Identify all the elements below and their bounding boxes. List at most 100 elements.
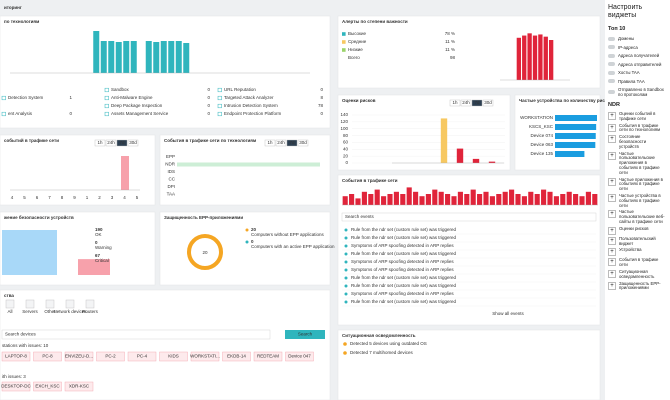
bar <box>153 42 160 73</box>
toggle-row[interactable]: Адреса отправителей <box>608 62 667 67</box>
add-row[interactable]: + Ситуационная осведомленность <box>608 269 667 280</box>
legend-swatch <box>342 48 346 52</box>
label: Detected 7 multihomed devices <box>350 350 414 355</box>
add-row[interactable]: + Устройства <box>608 247 667 257</box>
filter-icon[interactable] <box>65 299 75 309</box>
device-tag[interactable] <box>127 351 157 362</box>
device-tag[interactable] <box>222 351 251 362</box>
bar <box>573 194 579 205</box>
checkbox[interactable] <box>104 103 109 109</box>
period-button[interactable] <box>105 139 117 147</box>
add-icon: + <box>608 135 616 144</box>
add-row[interactable]: + Частые приложения в событиях в трафике … <box>608 176 667 192</box>
search-input[interactable] <box>1 329 271 340</box>
add-icon: + <box>608 112 616 120</box>
add-label: Частые пользовательские веб-сайты в траф… <box>619 209 665 224</box>
bar <box>355 198 361 205</box>
device-tag[interactable] <box>253 351 283 362</box>
checkbox[interactable] <box>217 103 222 109</box>
period-button[interactable] <box>460 99 472 107</box>
bar <box>440 118 448 163</box>
device-tag[interactable] <box>1 381 31 392</box>
toggle-label: Отправлено в Sandbox по протоколам <box>618 87 664 97</box>
label: IDS <box>167 169 175 174</box>
legend-swatch <box>342 32 346 36</box>
device-tag[interactable] <box>96 351 125 362</box>
label: KIDS <box>168 354 179 359</box>
search-input[interactable] <box>341 212 597 222</box>
bar <box>538 34 543 80</box>
label: 0 <box>207 111 210 116</box>
period-button[interactable] <box>94 139 106 147</box>
add-row[interactable]: + Пользовательский виджет <box>608 236 667 247</box>
add-row[interactable]: + Частые пользовательские приложения в со… <box>608 151 667 176</box>
add-row[interactable]: + Защищенность EPP-приложениями <box>608 281 667 292</box>
label: Anti-Malware Engine <box>111 95 153 100</box>
label: REDTEAM <box>257 354 279 359</box>
period-button[interactable] <box>275 139 287 147</box>
period-button[interactable] <box>482 99 494 107</box>
period-button[interactable] <box>127 139 139 147</box>
toggle-row[interactable]: Хосты TAA <box>608 70 667 75</box>
add-row[interactable]: + Частые пользовательские веб-сайты в тра… <box>608 209 667 224</box>
checkbox[interactable] <box>1 111 6 117</box>
filter-icon[interactable] <box>85 299 95 309</box>
label: Detected 5 devices using outdated OS <box>350 341 427 346</box>
event-icon <box>344 252 348 256</box>
add-icon: + <box>608 281 616 290</box>
bar <box>522 35 527 80</box>
bar <box>532 35 538 80</box>
checkbox[interactable] <box>217 111 222 117</box>
filter-icon[interactable] <box>5 299 15 309</box>
add-label: Состояние безопасности устройств <box>619 134 647 149</box>
device-tag[interactable] <box>33 351 62 362</box>
checkbox[interactable] <box>217 95 222 101</box>
toggle-row[interactable]: Отправлено в Sandbox по протоколам <box>608 87 667 97</box>
add-icon: + <box>608 248 616 257</box>
add-row[interactable]: + Оценки событий в трафике сети <box>608 111 667 122</box>
label: 2 <box>98 195 101 200</box>
add-row[interactable]: + События в трафике сети по технологиям <box>608 123 667 134</box>
period-button[interactable] <box>471 99 483 107</box>
device-tag[interactable] <box>64 381 94 392</box>
period-button[interactable] <box>297 139 309 147</box>
add-icon: + <box>608 210 616 219</box>
add-label: Частые приложения в событиях в трафике с… <box>619 176 663 192</box>
add-row[interactable]: + Частые устройства в событиях в трафике … <box>608 193 667 208</box>
period-button[interactable] <box>264 139 276 147</box>
add-row[interactable]: + Состояние безопасности устройств <box>608 134 667 149</box>
widget-title: жение безопасности устройств <box>3 214 74 220</box>
bar <box>516 37 521 80</box>
add-row[interactable]: + События в трафике сети <box>608 258 667 268</box>
device-tag[interactable] <box>1 351 31 362</box>
toggle-row[interactable]: Правила TAA <box>608 79 667 84</box>
toggle-row[interactable]: IP-адреса <box>608 45 667 50</box>
label: WORKSTATION <box>520 115 553 120</box>
add-row[interactable]: + Оценки рисков <box>608 226 667 235</box>
widget <box>0 289 331 400</box>
filter-icon[interactable] <box>25 299 35 309</box>
checkbox[interactable] <box>104 111 109 117</box>
label: 1 <box>69 95 72 100</box>
device-tag[interactable] <box>285 351 314 362</box>
label: Device 047 <box>288 354 311 359</box>
label: 7d <box>289 140 295 145</box>
period-button[interactable] <box>116 139 128 147</box>
checkbox[interactable] <box>104 95 109 101</box>
device-tag[interactable] <box>33 381 62 392</box>
toggle-row[interactable]: Домены <box>608 36 667 41</box>
search-button[interactable] <box>285 330 325 339</box>
bar <box>483 191 489 205</box>
warning-icon <box>343 342 347 346</box>
add-icon: + <box>608 151 616 160</box>
checkbox[interactable] <box>104 87 109 93</box>
period-button[interactable] <box>286 139 298 147</box>
checkbox[interactable] <box>217 87 222 93</box>
period-button[interactable] <box>449 99 461 107</box>
filter-icon[interactable] <box>45 299 55 309</box>
toggle-row[interactable]: Адреса получателей <box>608 53 667 58</box>
device-tag[interactable] <box>190 351 220 362</box>
checkbox[interactable] <box>1 95 6 101</box>
device-tag[interactable] <box>159 351 188 362</box>
device-tag[interactable] <box>64 351 94 362</box>
